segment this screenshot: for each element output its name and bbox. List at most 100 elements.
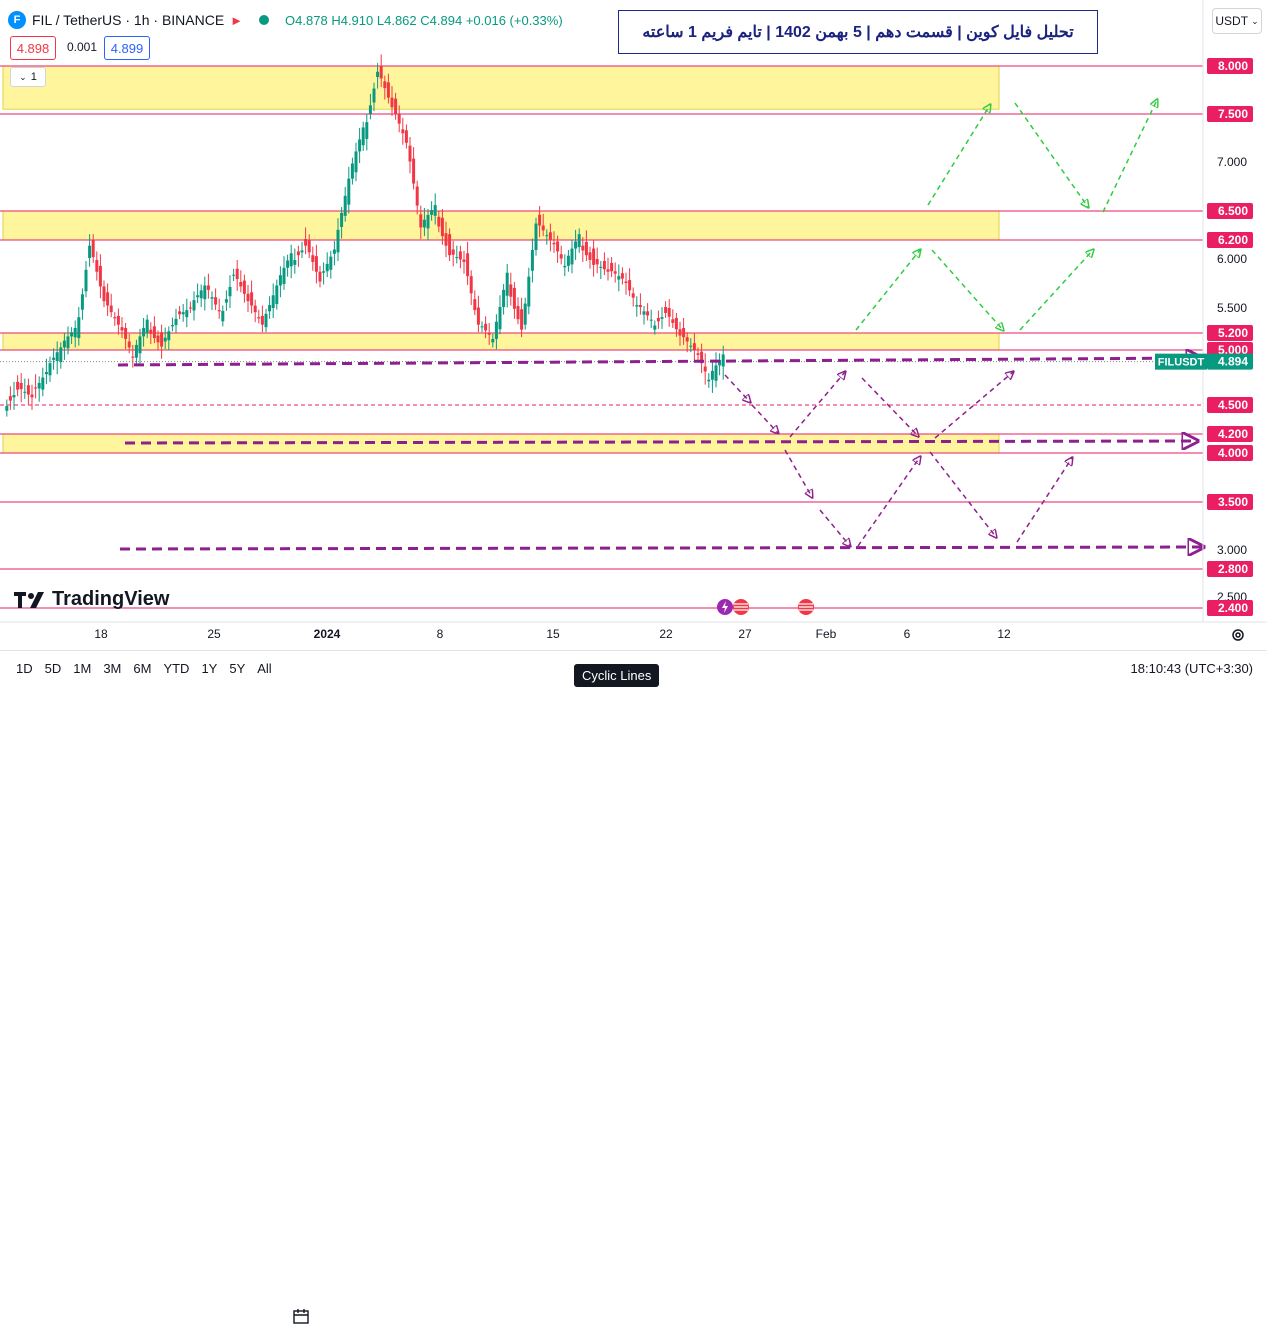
candle-body: [552, 242, 556, 245]
candle-body: [12, 395, 16, 398]
candle-body: [480, 326, 484, 328]
purple-forecast-arrow[interactable]: [724, 374, 750, 402]
purple-forecast-arrow[interactable]: [934, 372, 1013, 439]
candle-body: [487, 333, 491, 335]
range-button[interactable]: 1Y: [201, 661, 218, 676]
green-forecast-arrow[interactable]: [927, 105, 990, 206]
candle-body: [131, 356, 135, 358]
indicator-toggle[interactable]: ⌄ 1: [10, 67, 46, 87]
candle-body: [682, 328, 686, 338]
supply-demand-zone[interactable]: [2, 65, 1000, 110]
candle-body: [577, 234, 581, 248]
chevron-down-icon: ⌄: [1251, 15, 1259, 26]
purple-horizontal-arrow[interactable]: [117, 358, 1200, 365]
candle-body: [199, 290, 203, 299]
candle-body: [674, 318, 678, 330]
purple-forecast-arrow[interactable]: [1016, 458, 1072, 543]
candle-body: [653, 325, 657, 330]
candle-body: [102, 286, 106, 302]
range-button[interactable]: 5D: [44, 661, 62, 676]
purple-forecast-arrow[interactable]: [857, 457, 920, 547]
candle-body: [124, 328, 128, 339]
candle-body: [260, 315, 264, 325]
purple-forecast-arrow[interactable]: [819, 509, 850, 546]
green-forecast-arrow[interactable]: [855, 250, 920, 331]
candle-body: [444, 233, 448, 246]
level-price-label: 4.500: [1218, 398, 1248, 412]
green-forecast-arrow[interactable]: [1019, 250, 1093, 331]
range-button[interactable]: 1M: [73, 661, 92, 676]
candle-body: [116, 315, 120, 325]
candle-body: [646, 311, 650, 316]
candle-body: [415, 186, 419, 206]
calendar-goto-icon[interactable]: [293, 1309, 311, 1325]
ohlc-close: C4.894: [420, 12, 463, 28]
range-button[interactable]: YTD: [163, 661, 190, 676]
candle-body: [120, 327, 124, 331]
candle-body: [368, 105, 372, 114]
purple-forecast-arrow[interactable]: [751, 404, 778, 433]
currency-button[interactable]: USDT ⌄: [1212, 8, 1262, 34]
candle-body: [59, 347, 63, 363]
candle-body: [700, 351, 704, 364]
purple-forecast-arrow[interactable]: [784, 449, 812, 497]
purple-forecast-arrow[interactable]: [929, 451, 996, 537]
green-forecast-arrow[interactable]: [931, 249, 1003, 330]
candle-body: [502, 289, 506, 308]
buy-price-button[interactable]: 4.899: [104, 36, 150, 60]
green-forecast-arrow[interactable]: [1102, 100, 1157, 213]
candle-body: [80, 294, 84, 310]
candle-body: [275, 285, 279, 305]
sell-price-button[interactable]: 4.898: [10, 36, 56, 60]
price-chart[interactable]: 7.0006.0005.5003.0002.5008.0007.5006.500…: [0, 0, 1267, 650]
clock-timezone[interactable]: 18:10:43 (UTC+3:30): [1130, 661, 1253, 676]
candle-body: [523, 303, 527, 325]
candle-body: [538, 214, 542, 226]
candle-body: [311, 255, 315, 262]
range-button[interactable]: 6M: [133, 661, 152, 676]
candle-body: [304, 239, 308, 246]
range-button[interactable]: 3M: [103, 661, 122, 676]
candle-body: [156, 335, 160, 343]
range-button[interactable]: 1D: [16, 661, 33, 676]
tradingview-wordmark: TradingView: [52, 588, 170, 610]
candle-body: [498, 307, 502, 330]
purple-horizontal-arrow[interactable]: [119, 547, 1202, 549]
supply-demand-zone[interactable]: [2, 210, 1000, 241]
candle-body: [106, 292, 110, 306]
candle-body: [340, 212, 344, 227]
candle-body: [44, 372, 48, 375]
candle-body: [430, 210, 434, 215]
candle-body: [217, 310, 221, 312]
last-price-label: 4.894: [1218, 355, 1248, 369]
candle-body: [584, 241, 588, 256]
supply-demand-zone[interactable]: [2, 332, 1000, 351]
candle-body: [185, 310, 189, 318]
analysis-title-box[interactable]: تحلیل فایل کوین | قسمت دهم | 5 بهمن 1402…: [618, 10, 1098, 54]
green-forecast-arrow[interactable]: [1014, 102, 1088, 207]
candle-body: [95, 259, 99, 272]
candle-body: [26, 385, 30, 395]
candle-body: [520, 309, 524, 330]
symbol-title[interactable]: FIL / TetherUS · 1h · BINANCE: [32, 12, 225, 28]
flag-icon[interactable]: ►: [230, 12, 244, 28]
candle-body: [610, 262, 614, 272]
ohlc-high: H4.910: [331, 12, 374, 28]
candle-body: [703, 366, 707, 372]
candle-body: [476, 307, 480, 325]
candle-body: [289, 253, 293, 267]
candle-body: [66, 336, 70, 349]
candle-body: [372, 88, 376, 103]
purple-forecast-arrow[interactable]: [861, 377, 918, 436]
purple-horizontal-arrow[interactable]: [124, 441, 1196, 443]
range-button[interactable]: All: [257, 661, 272, 676]
candle-body: [512, 287, 516, 309]
candle-body: [714, 365, 718, 381]
settings-gear-icon[interactable]: [1230, 627, 1246, 643]
time-axis-tick: 22: [659, 627, 673, 641]
range-button[interactable]: 5Y: [229, 661, 246, 676]
candle-body: [412, 158, 416, 184]
level-price-label: 6.500: [1218, 204, 1248, 218]
tradingview-logo[interactable]: TradingView: [14, 588, 169, 611]
candle-body: [419, 214, 423, 228]
